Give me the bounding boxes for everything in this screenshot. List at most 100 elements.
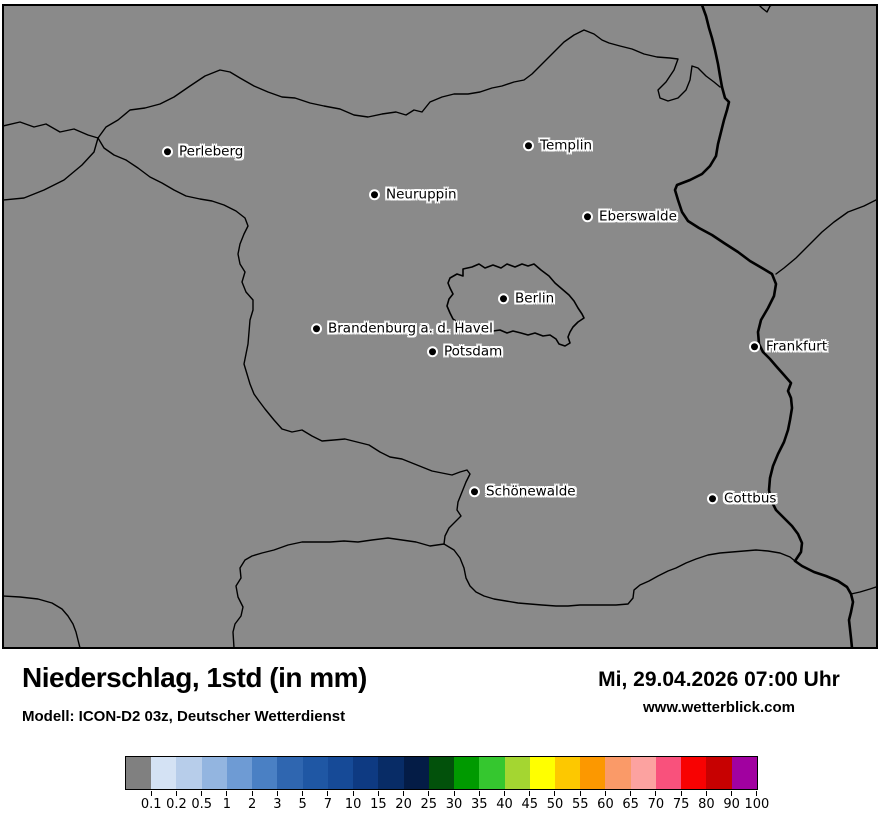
legend-cell: 60 bbox=[580, 757, 614, 812]
city-marker: Berlin bbox=[500, 292, 554, 306]
legend-tick bbox=[352, 791, 354, 796]
legend-tick bbox=[630, 791, 632, 796]
city-label: Frankfurt bbox=[766, 338, 828, 355]
legend-tick-label: 7 bbox=[323, 797, 333, 812]
legend-cell: 3 bbox=[252, 757, 282, 812]
border-bottom-right-branch bbox=[850, 586, 876, 595]
city-marker: Schönewalde bbox=[471, 485, 576, 499]
city-dot-icon bbox=[429, 348, 436, 356]
legend-cell: 55 bbox=[554, 757, 588, 812]
legend-tick-label: 15 bbox=[370, 797, 387, 812]
legend-tick-label: 2 bbox=[248, 797, 257, 812]
legend-tick-label: 70 bbox=[647, 797, 665, 812]
legend-tick bbox=[377, 791, 379, 796]
city-dot-icon bbox=[371, 191, 378, 199]
city-label: Berlin bbox=[515, 290, 555, 307]
border-southwest bbox=[232, 537, 445, 647]
legend-tick bbox=[175, 791, 177, 796]
city-label: Cottbus bbox=[724, 490, 777, 507]
border-south bbox=[443, 543, 796, 607]
legend-tick bbox=[756, 791, 758, 796]
legend-tick-label: 20 bbox=[395, 797, 412, 812]
legend-tick-label: 0.2 bbox=[166, 797, 187, 812]
page-title: Niederschlag, 1std (in mm) bbox=[22, 662, 367, 693]
legend-cell: 35 bbox=[454, 757, 488, 812]
legend-cell: 0.2 bbox=[151, 757, 187, 812]
legend-cell: 90 bbox=[706, 757, 740, 812]
city-dot-icon bbox=[584, 213, 591, 221]
legend-tick bbox=[504, 791, 506, 796]
legend-tick bbox=[579, 791, 581, 796]
legend-cell: 25 bbox=[403, 757, 437, 812]
city-label: Schönewalde bbox=[486, 483, 576, 500]
legend-cell: 1 bbox=[201, 757, 231, 812]
legend-cell: 75 bbox=[655, 757, 689, 812]
city-label: Templin bbox=[540, 137, 593, 154]
legend-tick-label: 45 bbox=[521, 797, 539, 812]
datetime-label: Mi, 29.04.2026 07:00 Uhr bbox=[598, 668, 840, 691]
legend-tick bbox=[226, 791, 228, 796]
legend-tick-label: 1 bbox=[222, 797, 232, 812]
city-label: Perleberg bbox=[179, 143, 244, 160]
footer-right-block: Mi, 29.04.2026 07:00 Uhr www.wetterblick… bbox=[578, 668, 860, 716]
legend-tick-label: 50 bbox=[546, 797, 564, 812]
city-marker: Potsdam bbox=[429, 345, 502, 359]
legend-tick-label: 0.1 bbox=[140, 797, 162, 812]
legend-tick bbox=[453, 791, 455, 796]
city-marker: Frankfurt bbox=[751, 340, 827, 354]
legend-cell: 15 bbox=[353, 757, 387, 812]
legend-tick-label: 65 bbox=[622, 797, 639, 812]
weather-map: Perleberg Templin Neuruppin Eberswalde Berli… bbox=[2, 4, 878, 649]
legend-tick-label: 10 bbox=[344, 797, 362, 812]
legend-tick-label: 100 bbox=[744, 797, 770, 812]
city-marker: Eberswalde bbox=[584, 210, 677, 224]
model-info: Modell: ICON-D2 03z, Deutscher Wetterdie… bbox=[22, 708, 346, 725]
legend-tick-label: 3 bbox=[273, 797, 282, 812]
legend-tick-label: 0.5 bbox=[191, 797, 213, 812]
city-dot-icon bbox=[471, 488, 478, 496]
berlin-outline bbox=[446, 263, 585, 347]
legend-tick bbox=[655, 791, 657, 796]
legend-tick bbox=[529, 791, 531, 796]
legend-cell: 40 bbox=[479, 757, 513, 812]
border-west bbox=[97, 137, 471, 545]
legend-cell: 0.1 bbox=[126, 757, 162, 812]
legend-cell: 80 bbox=[681, 757, 715, 812]
legend-tick bbox=[276, 791, 278, 796]
legend-tick bbox=[478, 791, 480, 796]
city-label: Eberswalde bbox=[599, 208, 677, 225]
city-dot-icon bbox=[709, 495, 716, 503]
legend-tick-label: 60 bbox=[597, 797, 614, 812]
border-northwest-upper bbox=[4, 121, 99, 139]
legend-tick-label: 90 bbox=[723, 797, 740, 812]
legend-cell: 45 bbox=[504, 757, 538, 812]
legend-cell: 50 bbox=[529, 757, 563, 812]
legend-tick bbox=[201, 791, 203, 796]
border-top-notch bbox=[759, 6, 772, 13]
city-marker: Cottbus bbox=[709, 492, 776, 506]
legend-tick-label: 40 bbox=[496, 797, 513, 812]
legend-tick-label: 25 bbox=[420, 797, 438, 812]
legend-cell: 7 bbox=[302, 757, 332, 812]
legend-tick bbox=[604, 791, 606, 796]
city-marker: Templin bbox=[525, 139, 592, 153]
city-marker: Brandenburg a. d. Havel bbox=[313, 322, 493, 336]
legend-tick bbox=[327, 791, 329, 796]
legend-tick-label: 35 bbox=[471, 797, 488, 812]
legend-tick-label: 5 bbox=[298, 797, 307, 812]
city-dot-icon bbox=[313, 325, 320, 333]
legend-cell: 0.5 bbox=[176, 757, 212, 812]
legend-tick bbox=[705, 791, 707, 796]
legend-tick bbox=[403, 791, 405, 796]
legend-tick-label: 55 bbox=[571, 797, 589, 812]
city-label: Potsdam bbox=[444, 343, 503, 360]
legend-cell: 70 bbox=[630, 757, 664, 812]
legend-cell: 5 bbox=[277, 757, 307, 812]
legend-cell: 2 bbox=[226, 757, 256, 812]
legend-tick bbox=[251, 791, 253, 796]
precipitation-colorbar: 0.1 0.2 0.5 1 2 3 5 7 10 15 20 25 30 35 40 45 50 55 60 65 70… bbox=[125, 756, 769, 812]
legend-tick bbox=[302, 791, 304, 796]
legend-cell: 30 bbox=[428, 757, 462, 812]
border-bottom-left bbox=[4, 595, 81, 647]
city-marker: Neuruppin bbox=[371, 188, 457, 202]
